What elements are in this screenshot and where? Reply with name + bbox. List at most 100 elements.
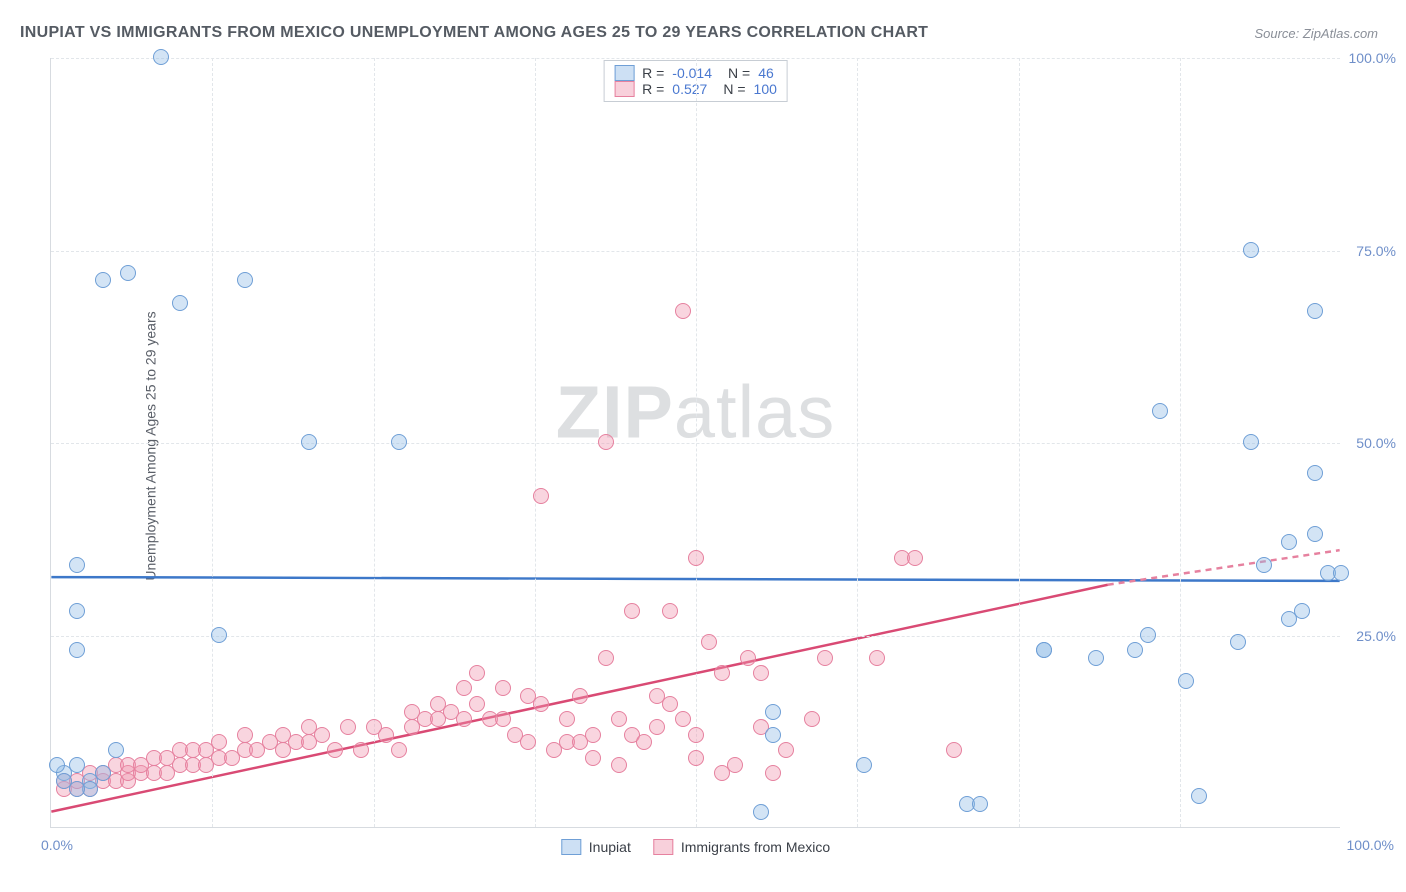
scatter-point [688, 727, 704, 743]
scatter-point [649, 719, 665, 735]
scatter-point [49, 757, 65, 773]
scatter-point [611, 711, 627, 727]
gridline-v [1180, 58, 1181, 827]
y-tick-label: 75.0% [1356, 243, 1396, 259]
scatter-point [456, 711, 472, 727]
scatter-point [1088, 650, 1104, 666]
scatter-point [495, 680, 511, 696]
n-value-a: 46 [758, 65, 774, 81]
source-attribution: Source: ZipAtlas.com [1254, 26, 1378, 41]
legend-swatch-inupiat [614, 65, 634, 81]
scatter-point [701, 634, 717, 650]
scatter-point [391, 434, 407, 450]
scatter-point [765, 765, 781, 781]
scatter-point [237, 727, 253, 743]
scatter-point [314, 727, 330, 743]
scatter-point [1294, 603, 1310, 619]
n-label: N = [723, 81, 745, 97]
scatter-point [327, 742, 343, 758]
scatter-point [688, 550, 704, 566]
scatter-point [559, 711, 575, 727]
scatter-point [869, 650, 885, 666]
scatter-point [856, 757, 872, 773]
scatter-point [804, 711, 820, 727]
scatter-point [662, 603, 678, 619]
series-legend: Inupiat Immigrants from Mexico [561, 839, 830, 855]
gridline-v [857, 58, 858, 827]
scatter-point [740, 650, 756, 666]
gridline-v [1019, 58, 1020, 827]
x-tick-100: 100.0% [1347, 837, 1394, 853]
scatter-point [353, 742, 369, 758]
scatter-point [598, 434, 614, 450]
y-tick-label: 100.0% [1349, 50, 1396, 66]
r-value-b: 0.527 [672, 81, 707, 97]
n-label: N = [728, 65, 750, 81]
scatter-point [1127, 642, 1143, 658]
scatter-point [301, 434, 317, 450]
scatter-point [211, 627, 227, 643]
scatter-point [95, 765, 111, 781]
scatter-point [108, 742, 124, 758]
scatter-point [378, 727, 394, 743]
scatter-point [520, 734, 536, 750]
gridline-v [696, 58, 697, 827]
scatter-point [636, 734, 652, 750]
scatter-point [675, 303, 691, 319]
scatter-point [120, 265, 136, 281]
legend-swatch-mexico [653, 839, 673, 855]
scatter-point [611, 757, 627, 773]
x-tick-0: 0.0% [41, 837, 73, 853]
scatter-point [1307, 303, 1323, 319]
scatter-point [675, 711, 691, 727]
scatter-point [469, 696, 485, 712]
scatter-point [727, 757, 743, 773]
scatter-point [237, 272, 253, 288]
scatter-point [1281, 534, 1297, 550]
gridline-v [212, 58, 213, 827]
scatter-point [1307, 465, 1323, 481]
scatter-point [69, 557, 85, 573]
chart-title: INUPIAT VS IMMIGRANTS FROM MEXICO UNEMPL… [20, 24, 928, 42]
scatter-point [533, 696, 549, 712]
scatter-point [340, 719, 356, 735]
scatter-point [1178, 673, 1194, 689]
y-tick-label: 50.0% [1356, 435, 1396, 451]
scatter-point [69, 781, 85, 797]
scatter-point [1307, 526, 1323, 542]
scatter-point [69, 603, 85, 619]
scatter-point [585, 727, 601, 743]
n-value-b: 100 [754, 81, 777, 97]
scatter-point [1243, 242, 1259, 258]
scatter-point [1140, 627, 1156, 643]
scatter-point [69, 757, 85, 773]
scatter-point [972, 796, 988, 812]
legend-label-mexico: Immigrants from Mexico [681, 839, 830, 855]
scatter-point [585, 750, 601, 766]
scatter-point [1243, 434, 1259, 450]
scatter-point [1191, 788, 1207, 804]
scatter-point [211, 734, 227, 750]
scatter-point [1036, 642, 1052, 658]
y-tick-label: 25.0% [1356, 628, 1396, 644]
scatter-point [765, 704, 781, 720]
scatter-point [1256, 557, 1272, 573]
scatter-point [1333, 565, 1349, 581]
legend-swatch-inupiat [561, 839, 581, 855]
scatter-point [688, 750, 704, 766]
r-label: R = [642, 65, 664, 81]
r-label: R = [642, 81, 664, 97]
scatter-point [765, 727, 781, 743]
scatter-point [714, 665, 730, 681]
gridline-v [374, 58, 375, 827]
scatter-point [1152, 403, 1168, 419]
scatter-point [907, 550, 923, 566]
scatter-point [456, 680, 472, 696]
scatter-point [753, 665, 769, 681]
scatter-point [95, 272, 111, 288]
scatter-point [172, 295, 188, 311]
scatter-point [533, 488, 549, 504]
scatter-point [662, 696, 678, 712]
legend-swatch-mexico [614, 81, 634, 97]
scatter-point [391, 742, 407, 758]
